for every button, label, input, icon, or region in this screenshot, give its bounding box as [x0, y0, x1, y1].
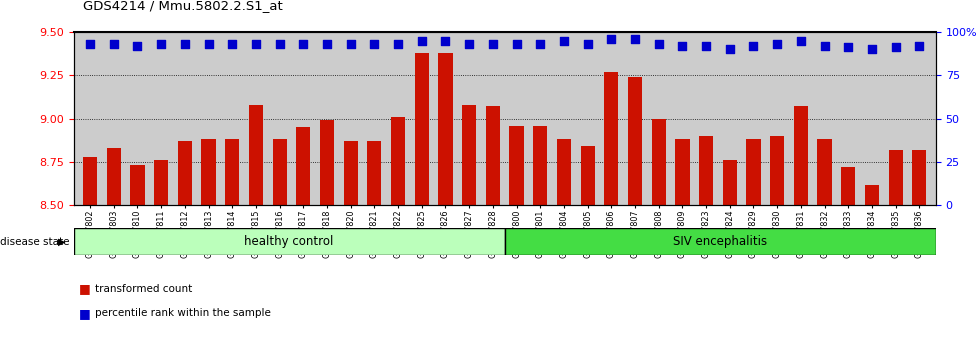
Point	[509, 41, 524, 47]
Bar	[154, 160, 169, 205]
Point	[462, 41, 477, 47]
Bar	[722, 160, 737, 205]
Point	[82, 41, 98, 47]
Text: ■: ■	[78, 282, 90, 295]
Point	[722, 46, 738, 52]
Point	[698, 43, 713, 48]
Bar	[202, 139, 216, 205]
Point	[604, 36, 619, 42]
Bar	[841, 167, 856, 205]
Point	[816, 43, 832, 48]
Point	[201, 41, 217, 47]
Bar	[605, 72, 618, 205]
Point	[343, 41, 359, 47]
Bar	[249, 105, 263, 205]
Text: SIV encephalitis: SIV encephalitis	[673, 235, 767, 248]
Bar	[912, 150, 926, 205]
Bar	[510, 126, 523, 205]
Point	[296, 41, 312, 47]
Point	[580, 41, 596, 47]
Point	[769, 41, 785, 47]
Bar	[747, 139, 760, 205]
Point	[129, 43, 145, 48]
Point	[106, 41, 122, 47]
Bar	[557, 139, 571, 205]
Bar	[368, 141, 381, 205]
Bar	[580, 146, 595, 205]
Text: ▶: ▶	[58, 236, 66, 247]
Text: ■: ■	[78, 307, 90, 320]
Bar	[83, 157, 97, 205]
Bar	[817, 139, 832, 205]
Text: healthy control: healthy control	[244, 235, 334, 248]
Text: transformed count: transformed count	[95, 284, 192, 293]
Bar	[438, 53, 453, 205]
Point	[888, 45, 904, 50]
Point	[248, 41, 264, 47]
Bar	[177, 141, 192, 205]
Point	[390, 41, 406, 47]
Point	[414, 38, 429, 44]
Bar	[130, 165, 145, 205]
Bar	[319, 120, 334, 205]
Text: disease state: disease state	[0, 236, 70, 247]
Bar	[864, 184, 879, 205]
Bar	[344, 141, 358, 205]
Point	[627, 36, 643, 42]
Bar	[225, 139, 239, 205]
Point	[841, 45, 857, 50]
Bar	[107, 148, 121, 205]
Point	[793, 38, 808, 44]
Bar	[74, 228, 505, 255]
Point	[438, 38, 454, 44]
Point	[651, 41, 666, 47]
Point	[911, 43, 927, 48]
Bar	[533, 126, 548, 205]
Bar	[699, 136, 713, 205]
Bar	[628, 77, 642, 205]
Point	[271, 41, 287, 47]
Point	[556, 38, 571, 44]
Bar	[486, 107, 500, 205]
Point	[177, 41, 193, 47]
Point	[485, 41, 501, 47]
Bar	[652, 119, 665, 205]
Text: percentile rank within the sample: percentile rank within the sample	[95, 308, 270, 318]
Point	[153, 41, 169, 47]
Bar	[505, 228, 936, 255]
Bar	[770, 136, 784, 205]
Bar	[675, 139, 690, 205]
Bar	[272, 139, 287, 205]
Text: GDS4214 / Mmu.5802.2.S1_at: GDS4214 / Mmu.5802.2.S1_at	[83, 0, 283, 12]
Point	[319, 41, 335, 47]
Point	[367, 41, 382, 47]
Bar	[296, 127, 311, 205]
Bar	[889, 150, 903, 205]
Bar	[391, 117, 405, 205]
Bar	[794, 107, 808, 205]
Point	[224, 41, 240, 47]
Point	[532, 41, 548, 47]
Bar	[415, 53, 429, 205]
Point	[864, 46, 880, 52]
Point	[746, 43, 761, 48]
Bar	[462, 105, 476, 205]
Point	[674, 43, 690, 48]
